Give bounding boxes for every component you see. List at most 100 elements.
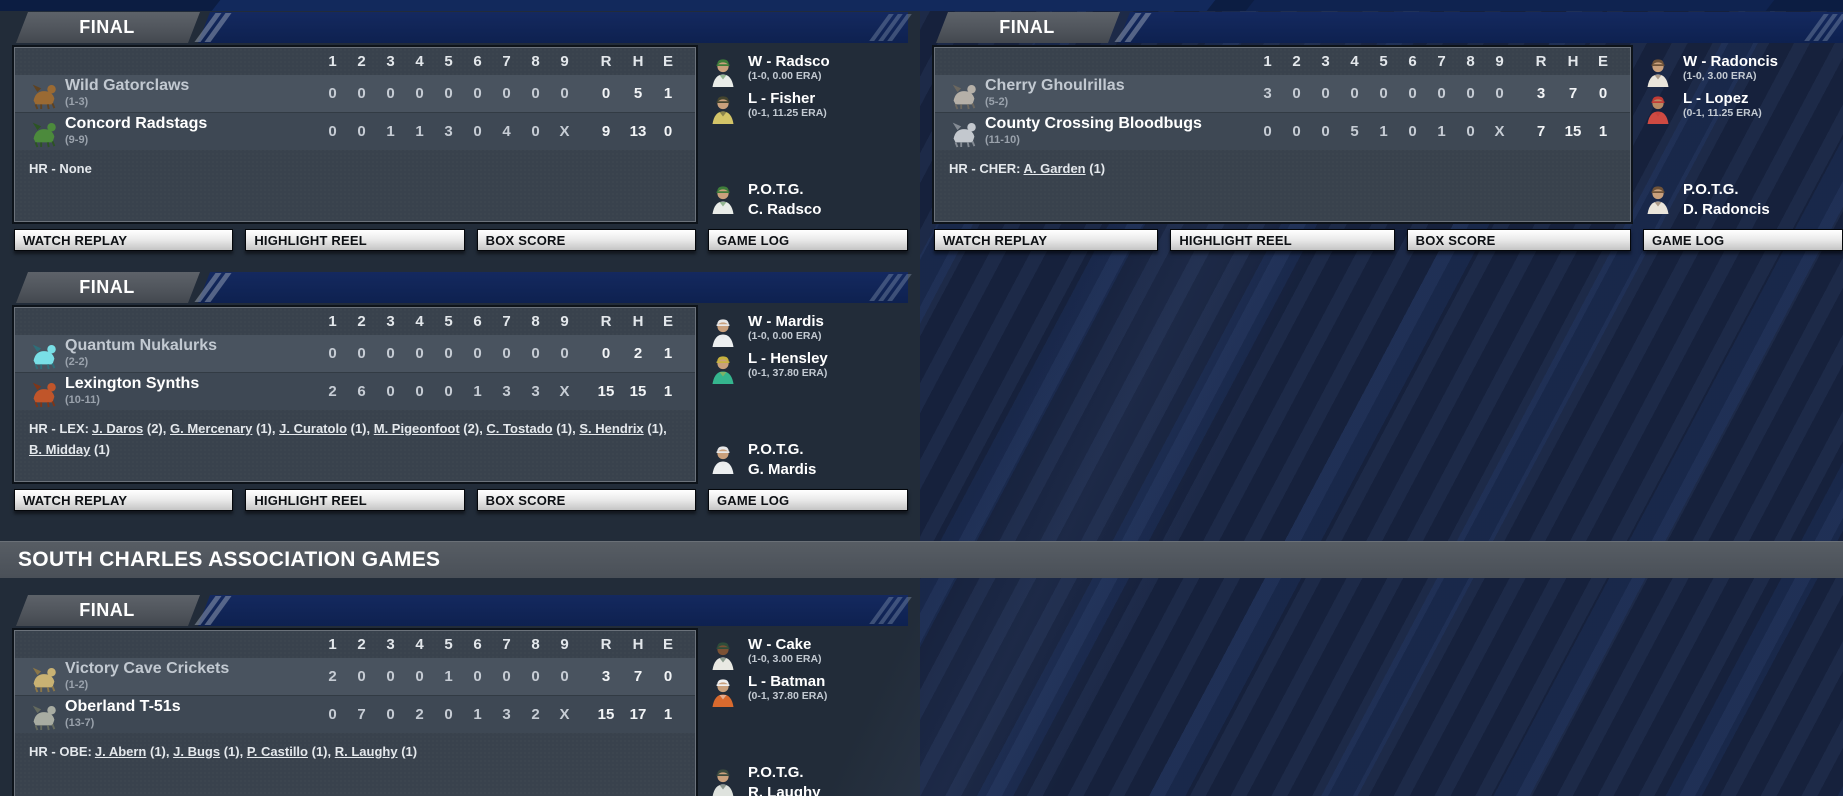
away-team-name[interactable]: Victory Cave Crickets bbox=[65, 661, 230, 678]
hr-player-link[interactable]: M. Pigeonfoot bbox=[373, 421, 460, 436]
watch-replay-button[interactable]: WATCH REPLAY bbox=[14, 489, 234, 511]
potg-player-name[interactable]: R. Laughy bbox=[748, 783, 821, 796]
inning-score: 0 bbox=[502, 668, 511, 685]
winning-pitcher-name[interactable]: W - Radsco bbox=[748, 53, 830, 70]
hr-count: (1), bbox=[252, 421, 280, 436]
hr-player-link[interactable]: J. Daros bbox=[91, 421, 144, 436]
box-score-button[interactable]: BOX SCORE bbox=[476, 229, 696, 251]
runs-header: R bbox=[600, 636, 612, 653]
away-team-row[interactable]: Quantum Nukalurks (2-2) 0 0 0 0 0 0 0 0 … bbox=[15, 335, 695, 372]
away-team-row[interactable]: Wild Gatorclaws (1-3) 0 0 0 0 0 0 0 0 0 … bbox=[15, 75, 695, 112]
player-of-the-game-entry[interactable]: P.O.T.G. C. Radsco bbox=[708, 180, 908, 221]
inning-score: 0 bbox=[415, 85, 424, 102]
watch-replay-button[interactable]: WATCH REPLAY bbox=[14, 229, 234, 251]
winning-pitcher-entry[interactable]: W - Radsco (1-0, 0.00 ERA) bbox=[708, 53, 908, 87]
hits-header: H bbox=[632, 636, 644, 653]
player-of-the-game-entry[interactable]: P.O.T.G. D. Radoncis bbox=[1643, 180, 1843, 221]
hr-player-link[interactable]: J. Curatolo bbox=[279, 421, 348, 436]
home-team-name[interactable]: Concord Radstags bbox=[65, 116, 208, 133]
home-team-row[interactable]: County Crossing Bloodbugs (11-10) 0 0 0 … bbox=[935, 112, 1630, 150]
potg-player-name[interactable]: G. Mardis bbox=[748, 460, 817, 478]
inning-score: 0 bbox=[386, 85, 395, 102]
inning-score: 0 bbox=[1466, 123, 1475, 140]
inning-score: 1 bbox=[473, 706, 482, 723]
winning-pitcher-entry[interactable]: W - Radoncis (1-0, 3.00 ERA) bbox=[1643, 53, 1843, 87]
away-hits: 7 bbox=[633, 668, 643, 685]
potg-player-name[interactable]: D. Radoncis bbox=[1683, 200, 1770, 218]
highlight-reel-button[interactable]: HIGHLIGHT REEL bbox=[245, 229, 465, 251]
player-of-the-game-entry[interactable]: P.O.T.G. G. Mardis bbox=[708, 440, 908, 481]
home-team-row[interactable]: Lexington Synths (10-11) 2 6 0 0 0 1 3 3… bbox=[15, 372, 695, 410]
losing-pitcher-stats: (0-1, 37.80 ERA) bbox=[748, 690, 828, 703]
top-header-strip bbox=[0, 0, 1843, 11]
losing-pitcher-name[interactable]: L - Hensley bbox=[748, 350, 828, 367]
inning-score: 0 bbox=[415, 345, 424, 362]
game-log-button[interactable]: GAME LOG bbox=[707, 229, 908, 251]
home-team-name[interactable]: Oberland T-51s bbox=[65, 699, 181, 716]
potg-player-name[interactable]: C. Radsco bbox=[748, 200, 822, 218]
home-team-row[interactable]: Concord Radstags (9-9) 0 0 1 1 3 0 4 0 X… bbox=[15, 112, 695, 150]
inning-score: 0 bbox=[444, 706, 453, 723]
errors-header: E bbox=[662, 313, 673, 330]
winning-pitcher-entry[interactable]: W - Mardis (1-0, 0.00 ERA) bbox=[708, 313, 908, 347]
hr-player-link[interactable]: S. Hendrix bbox=[579, 421, 644, 436]
hr-player-link[interactable]: J. Bugs bbox=[173, 744, 221, 759]
inning-score: 0 bbox=[473, 123, 482, 140]
pitcher-avatar-icon bbox=[708, 350, 738, 384]
inning-header: 7 bbox=[502, 636, 511, 653]
winning-pitcher-entry[interactable]: W - Cake (1-0, 3.00 ERA) bbox=[708, 636, 908, 670]
box-score-button[interactable]: BOX SCORE bbox=[1406, 229, 1631, 251]
status-tab: FINAL bbox=[936, 12, 1120, 43]
winning-pitcher-name[interactable]: W - Cake bbox=[748, 636, 812, 653]
game-card: FINAL 1 2 3 4 5 6 7 8 9 R H E bbox=[934, 12, 1843, 251]
away-team-logo bbox=[23, 77, 65, 111]
inning-header: 1 bbox=[1263, 53, 1272, 70]
hr-count: (1), bbox=[220, 744, 247, 759]
away-team-row[interactable]: Victory Cave Crickets (1-2) 2 0 0 0 1 0 … bbox=[15, 658, 695, 695]
box-score-button[interactable]: BOX SCORE bbox=[476, 489, 696, 511]
watch-replay-button[interactable]: WATCH REPLAY bbox=[934, 229, 1159, 251]
hr-player-link[interactable]: P. Castillo bbox=[246, 744, 308, 759]
inning-score: 0 bbox=[1321, 123, 1330, 140]
losing-pitcher-entry[interactable]: L - Batman (0-1, 37.80 ERA) bbox=[708, 673, 908, 707]
losing-pitcher-entry[interactable]: L - Hensley (0-1, 37.80 ERA) bbox=[708, 350, 908, 384]
away-team-name[interactable]: Cherry Ghoulrillas bbox=[985, 78, 1125, 95]
home-team-name[interactable]: Lexington Synths bbox=[65, 376, 200, 393]
away-team-name[interactable]: Quantum Nukalurks bbox=[65, 338, 218, 355]
inning-header: 2 bbox=[357, 636, 366, 653]
winning-pitcher-name[interactable]: W - Mardis bbox=[748, 313, 824, 330]
player-of-the-game-entry[interactable]: P.O.T.G. R. Laughy bbox=[708, 763, 908, 796]
losing-pitcher-entry[interactable]: L - Lopez (0-1, 11.25 ERA) bbox=[1643, 90, 1843, 124]
hr-player-link[interactable]: B. Midday bbox=[29, 441, 91, 457]
away-team-name[interactable]: Wild Gatorclaws bbox=[65, 78, 190, 95]
highlight-reel-button[interactable]: HIGHLIGHT REEL bbox=[1170, 229, 1395, 251]
home-team-name[interactable]: County Crossing Bloodbugs bbox=[985, 116, 1202, 133]
highlight-reel-button[interactable]: HIGHLIGHT REEL bbox=[245, 489, 465, 511]
away-runs: 3 bbox=[1536, 85, 1546, 102]
hr-player-link[interactable]: G. Mercenary bbox=[170, 421, 253, 436]
inning-score: 0 bbox=[386, 668, 395, 685]
pitchers-panel: W - Mardis (1-0, 0.00 ERA) L - Hensley (… bbox=[708, 307, 908, 482]
winning-pitcher-name[interactable]: W - Radoncis bbox=[1683, 53, 1779, 70]
inning-score: 0 bbox=[386, 383, 395, 400]
inning-header: 8 bbox=[1466, 53, 1475, 70]
hr-player-link[interactable]: A. Garden bbox=[1023, 161, 1086, 176]
home-team-row[interactable]: Oberland T-51s (13-7) 0 7 0 2 0 1 3 2 X … bbox=[15, 695, 695, 733]
hr-player-link[interactable]: R. Laughy bbox=[334, 744, 398, 759]
hr-player-list: J. Daros (2), G. Mercenary (1), J. Curat… bbox=[29, 421, 667, 457]
potg-label: P.O.T.G. bbox=[748, 440, 804, 458]
game-log-button[interactable]: GAME LOG bbox=[707, 489, 908, 511]
losing-pitcher-name[interactable]: L - Batman bbox=[748, 673, 826, 690]
inning-score: 0 bbox=[444, 383, 453, 400]
losing-pitcher-name[interactable]: L - Lopez bbox=[1683, 90, 1749, 107]
inning-score: 0 bbox=[357, 123, 366, 140]
game-log-button[interactable]: GAME LOG bbox=[1642, 229, 1843, 251]
away-team-row[interactable]: Cherry Ghoulrillas (5-2) 3 0 0 0 0 0 0 0… bbox=[935, 75, 1630, 112]
hr-player-link[interactable]: C. Tostado bbox=[486, 421, 553, 436]
pitcher-avatar-icon bbox=[1643, 90, 1673, 124]
hr-player-link[interactable]: J. Abern bbox=[94, 744, 147, 759]
losing-pitcher-entry[interactable]: L - Fisher (0-1, 11.25 ERA) bbox=[708, 90, 908, 124]
pitcher-avatar-icon bbox=[708, 313, 738, 347]
losing-pitcher-name[interactable]: L - Fisher bbox=[748, 90, 816, 107]
